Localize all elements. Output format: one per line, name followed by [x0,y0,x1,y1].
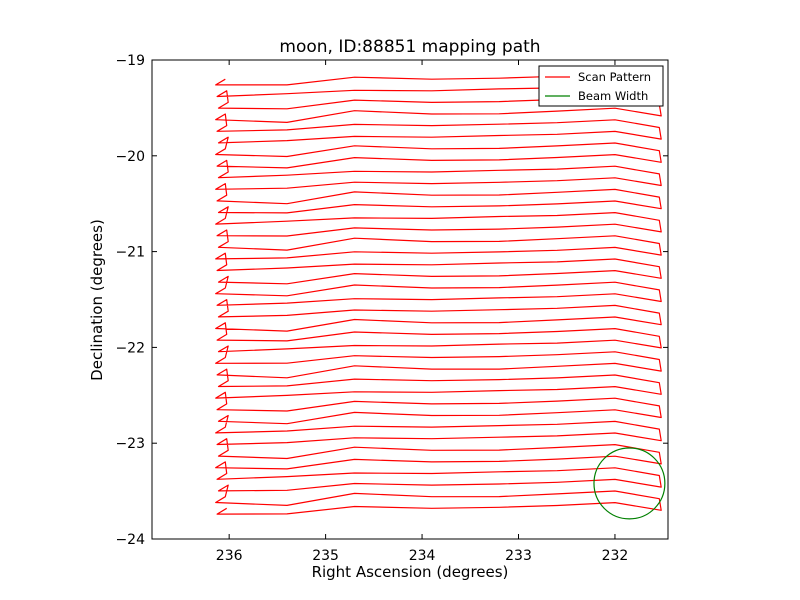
legend-label-beam: Beam Width [578,89,648,103]
scan-pattern-series [215,72,662,515]
legend: Scan Pattern Beam Width [538,65,664,107]
y-axis-ticks: −19 −20 −21 −22 −23 −24 [115,53,668,548]
x-tick-label: 236 [216,548,243,564]
axes-frame [151,59,669,540]
y-tick-label: −20 [115,149,145,165]
scan-pattern-line [215,72,662,515]
x-tick-label: 235 [312,548,339,564]
y-tick-label: −21 [115,245,145,261]
y-tick-label: −23 [115,436,145,452]
x-tick-label: 233 [505,548,532,564]
y-tick-label: −22 [115,340,145,356]
beam-width-circle [593,447,666,520]
y-tick-label: −19 [115,53,145,69]
x-axis-label: Right Ascension (degrees) [312,563,509,581]
x-tick-label: 232 [602,548,629,564]
x-tick-label: 234 [409,548,436,564]
x-axis-ticks: 236 235 234 233 232 [216,60,629,564]
beam-width-series [593,447,666,520]
chart-title: moon, ID:88851 mapping path [279,37,540,57]
y-tick-label: −24 [115,532,145,548]
plot-area [151,59,669,540]
legend-box [538,65,664,107]
legend-label-scan: Scan Pattern [578,70,651,84]
y-axis-label: Declination (degrees) [88,219,106,381]
